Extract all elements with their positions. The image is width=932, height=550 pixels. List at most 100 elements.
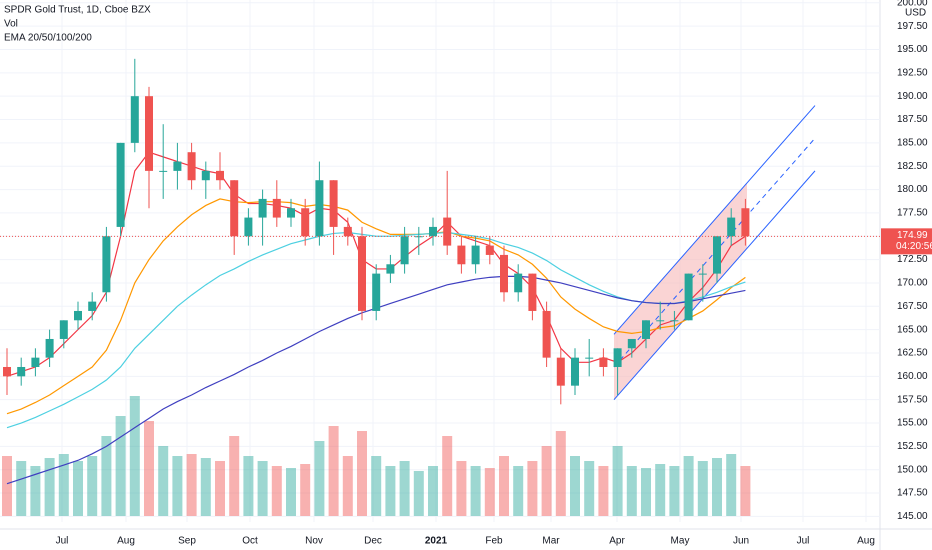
- volume-bar: [726, 454, 737, 516]
- volume-bar: [129, 396, 140, 516]
- candle-body: [287, 208, 295, 218]
- volume-bar: [215, 461, 225, 516]
- volume-bar: [499, 456, 509, 516]
- volume-bar: [44, 458, 55, 516]
- volume-bar: [371, 456, 382, 516]
- candle-body: [571, 357, 579, 386]
- volume-bar: [229, 436, 240, 516]
- y-tick-label: 180.00: [897, 184, 928, 195]
- candle-body: [457, 245, 466, 265]
- volume-bar: [399, 461, 410, 516]
- y-tick-label: 195.00: [897, 44, 928, 55]
- candle-body: [45, 338, 54, 358]
- candle-body: [74, 310, 82, 321]
- candle-body: [414, 236, 423, 238]
- candle-body: [642, 320, 650, 339]
- candle-body: [627, 338, 636, 349]
- candle-body: [443, 217, 452, 246]
- y-tick-label: 165.00: [897, 324, 928, 335]
- volume-bar: [555, 431, 566, 516]
- y-tick-label: 150.00: [897, 464, 928, 475]
- candle-body: [500, 254, 508, 293]
- candle-body: [585, 357, 594, 359]
- volume-bar: [271, 466, 282, 516]
- x-tick-label: Nov: [305, 536, 323, 547]
- candle-body: [216, 170, 224, 181]
- x-tick-label: May: [671, 536, 690, 547]
- candle-body: [301, 208, 310, 237]
- y-tick-label: 167.50: [897, 301, 928, 312]
- candle-body: [3, 366, 11, 377]
- volume-bar: [470, 466, 481, 516]
- volume-bar: [740, 466, 751, 516]
- volume-bar: [286, 468, 296, 516]
- volume-bar: [243, 456, 254, 516]
- volume-bar: [584, 461, 595, 516]
- y-tick-label: 200.00: [897, 0, 928, 8]
- candle-body: [542, 310, 551, 358]
- candle-body: [684, 273, 693, 321]
- volume-bar: [669, 466, 680, 516]
- volume-bar: [87, 456, 98, 516]
- volume-bar: [144, 421, 154, 516]
- candle-body: [613, 348, 622, 367]
- volume-bar: [200, 458, 211, 516]
- candle-body: [599, 357, 608, 367]
- countdown-label: 04:20:56: [896, 241, 932, 252]
- candle-body: [102, 236, 111, 293]
- y-tick-label: 192.50: [897, 67, 928, 78]
- last-price-box: [881, 228, 932, 255]
- candle-body: [230, 180, 239, 237]
- x-tick-label: Jul: [797, 536, 810, 547]
- volume-bar: [428, 466, 438, 516]
- volume-label: Vol: [4, 19, 18, 30]
- y-tick-label: 145.00: [897, 511, 928, 522]
- candle-body: [698, 273, 707, 275]
- candle-body: [187, 152, 196, 181]
- y-tick-label: 160.00: [897, 371, 928, 382]
- volume-bar: [513, 466, 524, 516]
- candle-body: [88, 301, 97, 311]
- ema-line: [6, 198, 746, 415]
- volume-bar: [612, 446, 623, 516]
- candle-body: [329, 180, 338, 227]
- volume-bar: [30, 466, 41, 516]
- candle-body: [272, 198, 281, 218]
- x-tick-label: Oct: [242, 536, 258, 547]
- candle-body: [59, 320, 68, 339]
- volume-bar: [442, 436, 453, 516]
- candle-body: [17, 366, 26, 377]
- volume-bar: [456, 461, 467, 516]
- y-tick-label: 162.50: [897, 348, 928, 359]
- volume-bar: [655, 464, 666, 516]
- candle-body: [429, 226, 437, 237]
- y-tick-label: 185.00: [897, 138, 928, 149]
- y-tick-label: 172.50: [897, 254, 928, 265]
- channel-middle: [613, 137, 816, 368]
- volume-bar: [598, 466, 609, 516]
- currency-label: USD: [905, 7, 926, 18]
- y-tick-label: 197.50: [897, 21, 928, 32]
- candle-body: [372, 273, 381, 311]
- volume-bar: [697, 461, 708, 516]
- candle-body: [400, 236, 409, 265]
- candle-body: [741, 208, 750, 237]
- candle-body: [386, 264, 395, 274]
- volume-bar: [2, 456, 12, 516]
- candle-body: [471, 245, 480, 265]
- y-tick-label: 157.50: [897, 394, 928, 405]
- volume-bar: [626, 466, 637, 516]
- volume-bar: [570, 456, 580, 516]
- channel-upper: [613, 105, 816, 335]
- candle-body: [159, 170, 168, 172]
- candle-body: [31, 357, 40, 367]
- volume-bar: [73, 461, 83, 516]
- y-tick-label: 190.00: [897, 91, 928, 102]
- candle-body: [201, 170, 210, 181]
- y-tick-label: 155.00: [897, 418, 928, 429]
- x-tick-label: Aug: [857, 536, 875, 547]
- x-tick-label: Apr: [609, 536, 625, 547]
- candle-body: [514, 273, 523, 293]
